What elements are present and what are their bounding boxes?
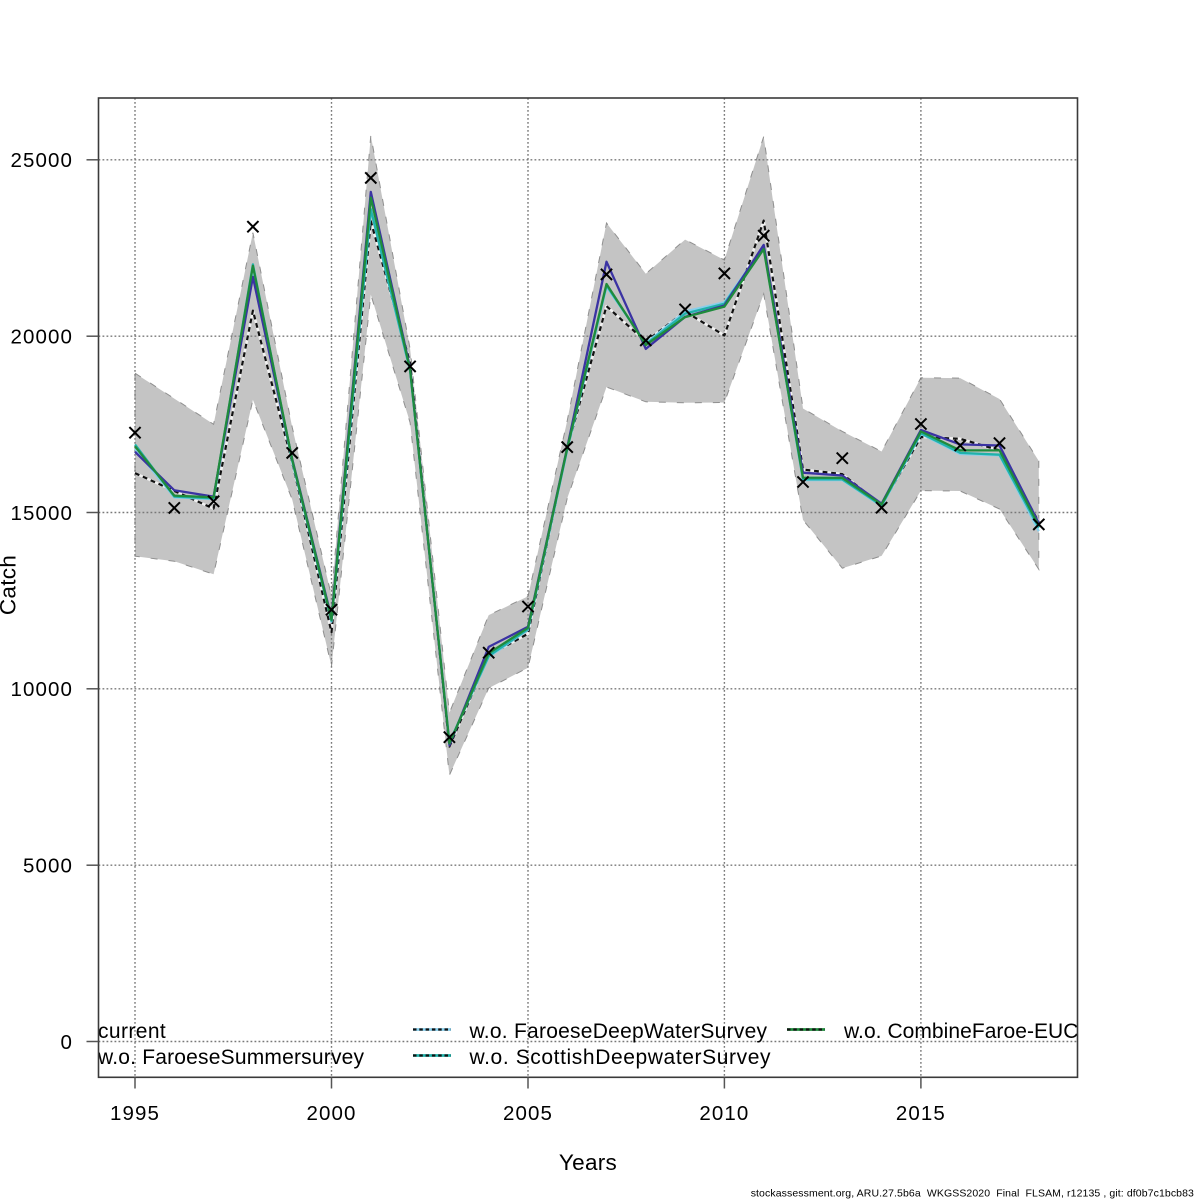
svg-text:2000: 2000 — [306, 1102, 356, 1125]
svg-text:Years: Years — [559, 1150, 617, 1175]
svg-text:10000: 10000 — [10, 678, 73, 701]
svg-text:2015: 2015 — [896, 1102, 946, 1125]
svg-text:20000: 20000 — [10, 326, 73, 349]
svg-text:w.o. ScottishDeepwaterSurvey: w.o. ScottishDeepwaterSurvey — [469, 1046, 772, 1069]
svg-text:w.o. CombineFaroe-EUCoGFS-Q3Q4: w.o. CombineFaroe-EUCoGFS-Q3Q4 — [843, 1020, 1197, 1043]
svg-text:2010: 2010 — [699, 1102, 749, 1125]
svg-text:1995: 1995 — [110, 1102, 160, 1125]
svg-text:w.o. FaroeseDeepWaterSurvey: w.o. FaroeseDeepWaterSurvey — [469, 1020, 768, 1043]
svg-text:Catch: Catch — [0, 555, 21, 615]
svg-text:current: current — [98, 1020, 166, 1043]
svg-text:25000: 25000 — [10, 149, 73, 172]
svg-text:0: 0 — [60, 1031, 73, 1054]
svg-text:stockassessment.org, ARU.27.5b: stockassessment.org, ARU.27.5b6a WKGSS20… — [751, 1188, 1194, 1200]
svg-text:5000: 5000 — [23, 855, 73, 878]
svg-text:15000: 15000 — [10, 502, 73, 525]
svg-text:w.o. FaroeseSummersurvey: w.o. FaroeseSummersurvey — [97, 1046, 365, 1069]
svg-text:2005: 2005 — [503, 1102, 553, 1125]
